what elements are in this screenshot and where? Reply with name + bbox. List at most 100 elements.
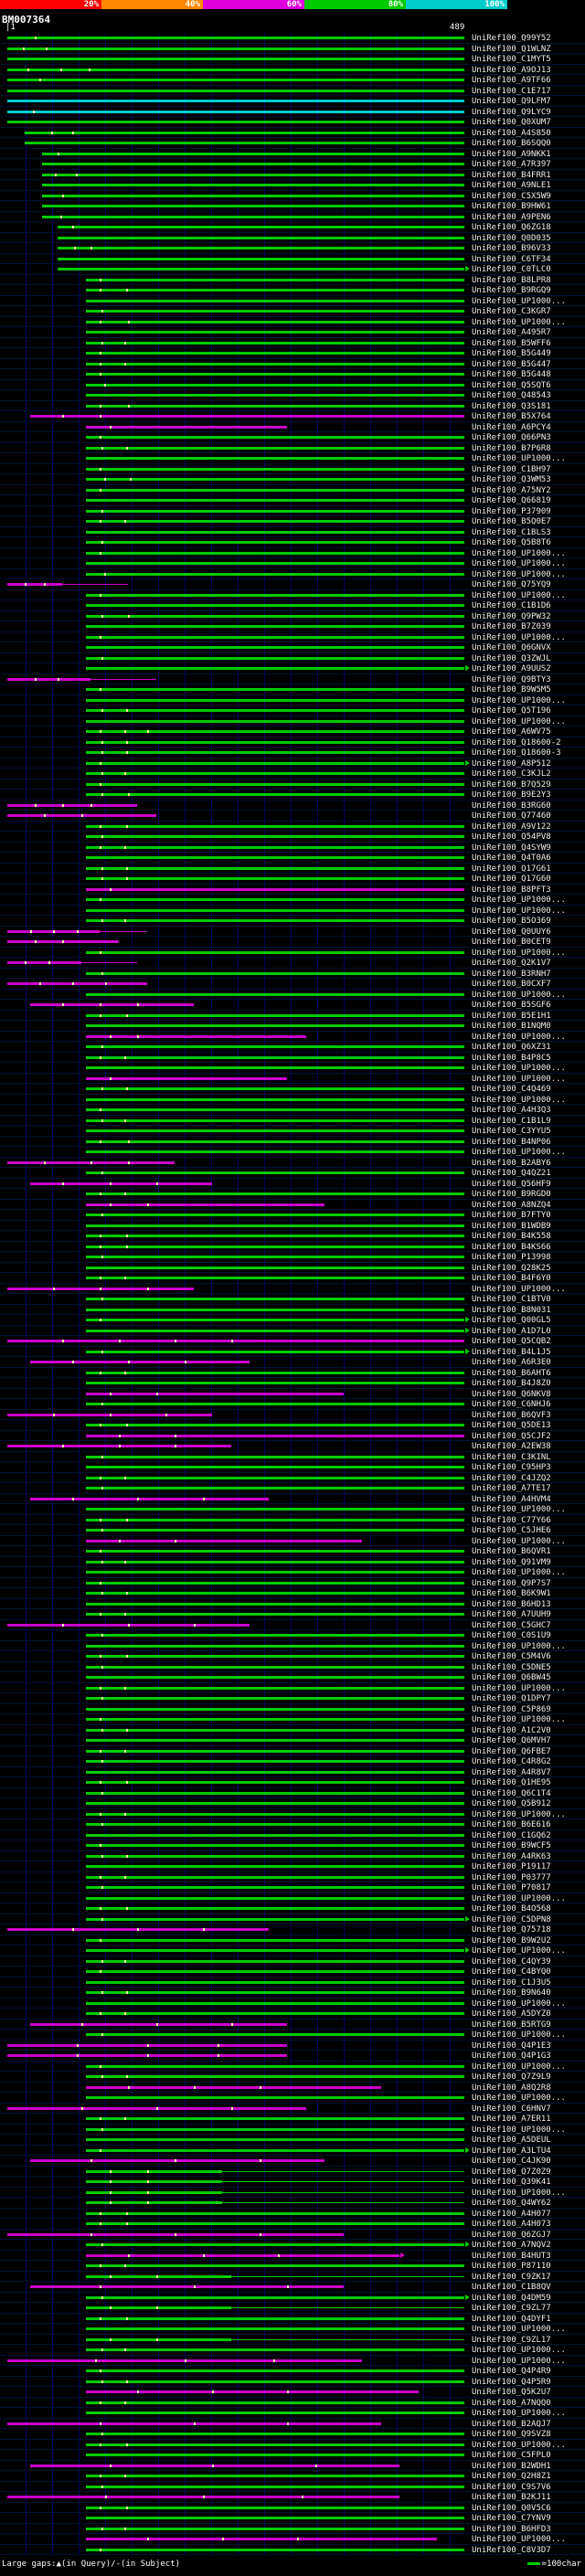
hit-bar[interactable] (86, 667, 464, 670)
hit-label[interactable]: UniRef100_B6HFD3 (472, 2524, 551, 2534)
hit-label[interactable]: UniRef100_A4HVM4 (472, 1494, 551, 1504)
hit-label[interactable]: UniRef100_Q3WM53 (472, 475, 551, 484)
hit-bar[interactable] (86, 1508, 464, 1511)
hit-label[interactable]: UniRef100_A5DEUL (472, 2136, 551, 2145)
hit-label[interactable]: UniRef100_C1MYT5 (472, 55, 551, 64)
hit-label[interactable]: UniRef100_C3YYU5 (472, 1127, 551, 1136)
hit-label[interactable]: UniRef100_B7Q529 (472, 779, 551, 790)
hit-bar[interactable] (86, 2506, 464, 2509)
hit-bar[interactable] (86, 761, 464, 765)
hit-label[interactable]: UniRef100_Q9LYC9 (472, 107, 551, 117)
hit-label[interactable]: UniRef100_C5GHC7 (472, 1620, 551, 1630)
hit-label[interactable]: UniRef100_C0TLC0 (472, 265, 551, 274)
hit-label[interactable]: UniRef100_Q91VM9 (472, 1557, 551, 1567)
hit-label[interactable]: UniRef100_UP1000... (472, 1893, 566, 1903)
hit-label[interactable]: UniRef100_UP1000... (472, 948, 566, 958)
hit-bar[interactable] (7, 37, 464, 39)
hit-bar[interactable] (86, 1571, 464, 1574)
hit-label[interactable]: UniRef100_B8LPR8 (472, 275, 551, 285)
hit-bar[interactable] (86, 341, 464, 345)
hit-bar[interactable] (86, 1875, 464, 1879)
hit-bar[interactable] (41, 205, 464, 207)
hit-label[interactable]: UniRef100_C3KGR7 (472, 307, 551, 316)
hit-bar[interactable] (86, 824, 464, 828)
hit-bar[interactable] (86, 331, 464, 334)
hit-bar[interactable] (7, 961, 81, 964)
hit-bar[interactable] (86, 1739, 464, 1742)
hit-label[interactable]: UniRef100_Q6ZG18 (472, 223, 551, 232)
hit-label[interactable]: UniRef100_A7NQV2 (472, 2241, 551, 2250)
hit-bar[interactable] (86, 1193, 464, 1195)
hit-label[interactable]: UniRef100_UP1000... (472, 548, 566, 558)
hit-label[interactable]: UniRef100_Q17G61 (472, 864, 551, 874)
hit-bar[interactable] (86, 908, 464, 912)
hit-label[interactable]: UniRef100_A2EW38 (472, 1442, 551, 1451)
hit-label[interactable]: UniRef100_Q99Y52 (472, 34, 551, 43)
hit-bar[interactable] (86, 877, 464, 880)
hit-label[interactable]: UniRef100_B6K9W1 (472, 1589, 551, 1598)
hit-bar[interactable] (86, 709, 464, 712)
hit-label[interactable]: UniRef100_B5G447 (472, 359, 551, 369)
hit-label[interactable]: UniRef100_UP1000... (472, 1284, 566, 1294)
hit-label[interactable]: UniRef100_Q54PV8 (472, 832, 551, 842)
hit-label[interactable]: UniRef100_Q7Z0Z9 (472, 2167, 551, 2177)
hit-label[interactable]: UniRef100_A5DYZ0 (472, 2009, 551, 2019)
hit-label[interactable]: UniRef100_UP1000... (472, 590, 566, 600)
hit-bar[interactable] (86, 1087, 464, 1090)
hit-bar[interactable] (86, 1665, 464, 1669)
hit-bar[interactable] (86, 1329, 464, 1332)
hit-label[interactable]: UniRef100_P13998 (472, 1253, 551, 1262)
hit-bar[interactable] (86, 782, 464, 786)
hit-label[interactable]: UniRef100_A7R397 (472, 160, 551, 169)
hit-bar[interactable] (86, 1392, 344, 1395)
hit-bar[interactable] (86, 1024, 464, 1027)
hit-bar[interactable] (86, 1970, 464, 1973)
hit-label[interactable]: UniRef100_UP1000... (472, 1715, 566, 1724)
hit-bar[interactable] (86, 425, 288, 429)
hit-label[interactable]: UniRef100_B6AHT6 (472, 1368, 551, 1378)
hit-label[interactable]: UniRef100_UP1000... (472, 695, 566, 705)
hit-bar[interactable] (7, 68, 464, 71)
hit-bar[interactable] (86, 1076, 288, 1080)
hit-label[interactable]: UniRef100_A7TE17 (472, 1484, 551, 1493)
hit-label[interactable]: UniRef100_C4JZQ2 (472, 1473, 551, 1483)
hit-bar[interactable] (86, 1907, 464, 1910)
hit-label[interactable]: UniRef100_A75NY2 (472, 485, 551, 495)
hit-bar[interactable] (86, 1770, 464, 1774)
hit-bar[interactable] (7, 47, 464, 50)
hit-bar[interactable] (86, 2243, 464, 2246)
hit-label[interactable]: UniRef100_A6PCY4 (472, 422, 551, 432)
hit-label[interactable]: UniRef100_UP1000... (472, 990, 566, 1000)
hit-label[interactable]: UniRef100_C1BH97 (472, 464, 551, 474)
hit-label[interactable]: UniRef100_B9RGD0 (472, 1190, 551, 1199)
hit-bar[interactable] (29, 1497, 269, 1500)
hit-bar[interactable] (86, 1697, 464, 1700)
hit-label[interactable]: UniRef100_B5RTG9 (472, 2019, 551, 2030)
hit-bar[interactable] (86, 1171, 464, 1174)
hit-label[interactable]: UniRef100_B5WFF6 (472, 338, 551, 348)
hit-label[interactable]: UniRef100_C1GQ62 (472, 1830, 551, 1840)
hit-label[interactable]: UniRef100_A9NLE1 (472, 181, 551, 190)
hit-bar[interactable] (86, 478, 464, 481)
hit-bar[interactable] (41, 184, 464, 186)
hit-bar[interactable] (86, 1434, 464, 1437)
hit-label[interactable]: UniRef100_C6HNV7 (472, 2104, 551, 2114)
hit-label[interactable]: UniRef100_UP1000... (472, 1095, 566, 1105)
hit-bar[interactable] (86, 2264, 464, 2267)
hit-bar[interactable] (86, 2033, 464, 2036)
hit-bar[interactable] (86, 1214, 464, 1216)
hit-label[interactable]: UniRef100_Q5CQB2 (472, 1337, 551, 1346)
hit-label[interactable]: UniRef100_B0CXF7 (472, 980, 551, 989)
hit-label[interactable]: UniRef100_A9UUS2 (472, 664, 551, 673)
hit-label[interactable]: UniRef100_C1J3U5 (472, 1977, 551, 1988)
hit-label[interactable]: UniRef100_B9HW61 (472, 202, 551, 211)
hit-bar[interactable] (86, 2169, 222, 2173)
hit-bar[interactable] (86, 2412, 464, 2414)
hit-label[interactable]: UniRef100_C9ZL77 (472, 2304, 551, 2313)
hit-bar[interactable] (29, 1182, 213, 1185)
hit-label[interactable]: UniRef100_B6HD13 (472, 1599, 551, 1609)
hit-label[interactable]: UniRef100_C9ZL17 (472, 2335, 551, 2345)
hit-label[interactable]: UniRef100_C77Y66 (472, 1515, 551, 1525)
hit-label[interactable]: UniRef100_Q77460 (472, 811, 551, 821)
hit-bar[interactable] (86, 2316, 464, 2320)
